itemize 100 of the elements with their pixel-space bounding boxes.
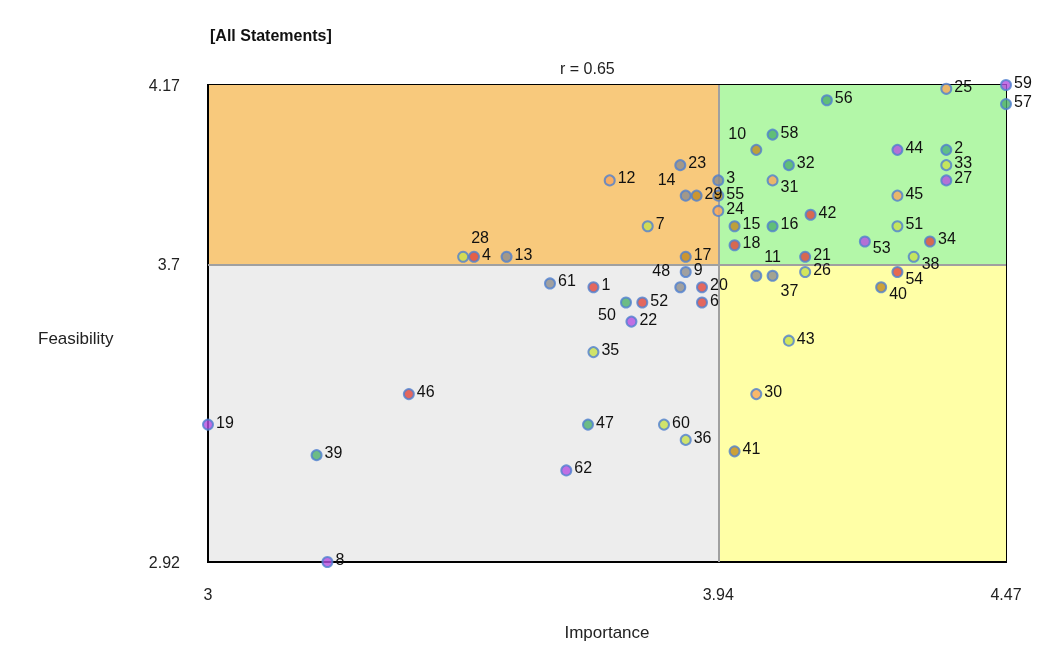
x-tick-label: 4.47 (990, 585, 1022, 603)
annotation: 37 (780, 281, 799, 299)
annotation: 41 (742, 440, 761, 458)
point (940, 159, 953, 172)
annotation: 60 (672, 413, 690, 431)
point (820, 94, 833, 107)
point (750, 143, 763, 156)
point (587, 346, 600, 359)
annotation: 1 (601, 276, 611, 294)
point (696, 281, 708, 294)
point (924, 235, 936, 248)
point (658, 418, 670, 431)
point (875, 281, 888, 294)
annotation: 57 (1014, 93, 1032, 111)
point (560, 464, 573, 477)
annotation: 4 (482, 245, 491, 263)
x-axis-title: Importance (564, 623, 650, 642)
annotation: 30 (764, 383, 783, 401)
annotation: 9 (693, 260, 703, 278)
annotation: 24 (726, 199, 745, 217)
annotation: 53 (872, 239, 891, 257)
point (766, 220, 779, 233)
point (712, 204, 725, 217)
y-tick-label: 3.7 (157, 255, 181, 273)
annotation: 13 (514, 245, 533, 263)
y-tick-label: 2.92 (148, 553, 181, 571)
point (468, 250, 480, 263)
point (940, 82, 953, 95)
annotation: 38 (921, 254, 940, 272)
annotation: 18 (742, 234, 761, 252)
annotation: 34 (938, 230, 956, 248)
annotation: 62 (574, 459, 593, 477)
annotation: 7 (655, 215, 665, 233)
point (858, 235, 871, 248)
x-tick-label: 3 (203, 585, 213, 603)
annotation: 43 (796, 329, 815, 347)
point (782, 334, 795, 347)
point (679, 265, 692, 278)
point (202, 418, 214, 431)
point (891, 220, 904, 233)
annotation: 52 (650, 291, 669, 309)
point (696, 296, 708, 309)
point (891, 143, 904, 156)
point (907, 250, 920, 263)
annotation: 48 (652, 262, 671, 280)
annotation: 27 (954, 169, 973, 187)
point (544, 277, 556, 290)
annotation: 47 (596, 413, 614, 431)
point (620, 296, 632, 309)
point (799, 265, 812, 278)
annotation: 39 (324, 444, 343, 462)
point (750, 388, 763, 401)
point (940, 143, 953, 156)
y-axis-title: Feasibility (38, 329, 115, 348)
point (679, 250, 692, 263)
annotation: 16 (780, 215, 799, 233)
point (766, 174, 779, 187)
point (636, 296, 649, 309)
annotation: 33 (954, 154, 973, 172)
point (799, 250, 812, 263)
point (310, 449, 323, 462)
point (582, 418, 594, 431)
annotation: 15 (742, 215, 761, 233)
x-tick-label: 3.94 (702, 585, 734, 603)
y-tick-label: 4.17 (148, 76, 181, 94)
annotation: 59 (1014, 74, 1032, 91)
point (1000, 79, 1012, 91)
point (766, 269, 779, 282)
point (587, 281, 600, 294)
annotation: 58 (780, 123, 799, 141)
annotation: 29 (704, 184, 723, 202)
point (728, 220, 741, 233)
point (750, 269, 763, 282)
annotation: 55 (726, 184, 745, 202)
annotation: 35 (601, 341, 620, 359)
annotation: 51 (905, 215, 924, 233)
point (712, 174, 725, 187)
point (728, 239, 741, 252)
annotation: 22 (639, 310, 658, 328)
chart-title: [All Statements] (210, 26, 332, 44)
point (804, 208, 817, 221)
point (674, 159, 687, 172)
point (402, 388, 415, 401)
annotation: 23 (688, 154, 707, 172)
annotation: 26 (813, 260, 832, 278)
annotation: 61 (558, 272, 576, 290)
point (766, 128, 779, 141)
point (728, 445, 741, 458)
annotation: 6 (710, 291, 719, 309)
annotation: 12 (617, 169, 636, 187)
annotation: 45 (905, 184, 924, 202)
annotation: 19 (216, 413, 234, 431)
point (679, 433, 692, 446)
point (321, 556, 334, 568)
point (603, 174, 616, 187)
point (674, 281, 687, 294)
annotation: 20 (710, 276, 728, 294)
text: r = 0.65 (560, 59, 615, 77)
annotation: 10 (728, 124, 747, 142)
point (690, 189, 703, 202)
